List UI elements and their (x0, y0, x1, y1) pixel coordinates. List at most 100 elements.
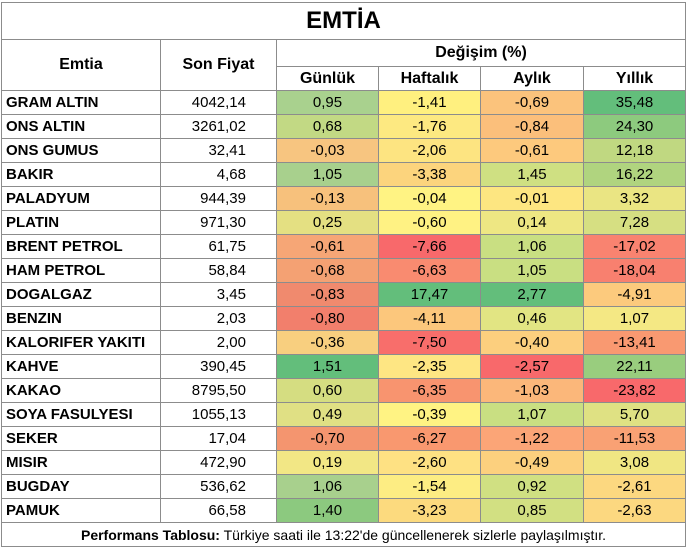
change-aylik: 0,85 (480, 498, 584, 523)
last-price: 472,90 (160, 450, 277, 475)
commodity-name: KALORIFER YAKITI (1, 330, 161, 355)
last-price: 58,84 (160, 258, 277, 283)
change-gunluk: -0,36 (276, 330, 379, 355)
change-aylik: 0,46 (480, 306, 584, 331)
change-yillik: 3,32 (582, 186, 687, 211)
change-aylik: -0,61 (480, 138, 584, 163)
commodity-name: PLATIN (1, 210, 161, 235)
change-yillik: -4,91 (582, 282, 687, 307)
change-haftalik: -0,60 (378, 210, 481, 235)
last-price: 17,04 (160, 426, 277, 451)
change-gunluk: 0,95 (276, 90, 379, 115)
change-haftalik: -4,11 (378, 306, 481, 331)
commodity-name: BAKIR (1, 162, 161, 187)
change-yillik: -23,82 (582, 378, 687, 403)
change-yillik: -2,63 (582, 498, 687, 523)
change-haftalik: -2,60 (378, 450, 481, 475)
table-row: DOGALGAZ 3,45 -0,83 17,47 2,77 -4,91 (1, 282, 687, 307)
last-price: 4042,14 (160, 90, 277, 115)
change-haftalik: -3,23 (378, 498, 481, 523)
commodity-name: ONS ALTIN (1, 114, 161, 139)
change-aylik: -2,57 (480, 354, 584, 379)
table-row: PLATIN 971,30 0,25 -0,60 0,14 7,28 (1, 210, 687, 235)
last-price: 536,62 (160, 474, 277, 499)
change-gunluk: -0,68 (276, 258, 379, 283)
change-gunluk: -0,03 (276, 138, 379, 163)
change-yillik: 16,22 (582, 162, 687, 187)
commodity-name: MISIR (1, 450, 161, 475)
change-yillik: -17,02 (582, 234, 687, 259)
change-haftalik: -6,27 (378, 426, 481, 451)
change-haftalik: -2,35 (378, 354, 481, 379)
commodity-name: ONS GUMUS (1, 138, 161, 163)
last-price: 66,58 (160, 498, 277, 523)
header-aylik: Aylık (480, 66, 584, 91)
table-body: GRAM ALTIN 4042,14 0,95 -1,41 -0,69 35,48 ONS … (1, 90, 687, 523)
change-aylik: -0,40 (480, 330, 584, 355)
table-row: PALADYUM 944,39 -0,13 -0,04 -0,01 3,32 (1, 186, 687, 211)
change-gunluk: 0,19 (276, 450, 379, 475)
change-yillik: -18,04 (582, 258, 687, 283)
change-yillik: 35,48 (582, 90, 687, 115)
change-haftalik: -1,41 (378, 90, 481, 115)
change-aylik: 1,05 (480, 258, 584, 283)
commodity-name: SOYA FASULYESI (1, 402, 161, 427)
commodity-name: KAHVE (1, 354, 161, 379)
change-yillik: -13,41 (582, 330, 687, 355)
change-gunluk: -0,61 (276, 234, 379, 259)
change-haftalik: -7,66 (378, 234, 481, 259)
change-haftalik: -0,39 (378, 402, 481, 427)
change-aylik: 0,14 (480, 210, 584, 235)
change-yillik: 7,28 (582, 210, 687, 235)
change-aylik: -1,22 (480, 426, 584, 451)
change-gunluk: 0,49 (276, 402, 379, 427)
change-gunluk: 0,25 (276, 210, 379, 235)
table-row: ONS ALTIN 3261,02 0,68 -1,76 -0,84 24,30 (1, 114, 687, 139)
change-gunluk: 1,05 (276, 162, 379, 187)
table-row: GRAM ALTIN 4042,14 0,95 -1,41 -0,69 35,48 (1, 90, 687, 115)
change-aylik: -0,01 (480, 186, 584, 211)
last-price: 61,75 (160, 234, 277, 259)
change-aylik: 1,06 (480, 234, 584, 259)
change-yillik: 22,11 (582, 354, 687, 379)
table-footer: Performans Tablosu: Türkiye saati ile 13… (0, 522, 687, 547)
change-haftalik: -3,38 (378, 162, 481, 187)
change-yillik: -2,61 (582, 474, 687, 499)
change-haftalik: -6,35 (378, 378, 481, 403)
commodity-name: PALADYUM (1, 186, 161, 211)
change-haftalik: 17,47 (378, 282, 481, 307)
change-haftalik: -2,06 (378, 138, 481, 163)
change-aylik: -1,03 (480, 378, 584, 403)
table-row: KAHVE 390,45 1,51 -2,35 -2,57 22,11 (1, 354, 687, 379)
table-row: BUGDAY 536,62 1,06 -1,54 0,92 -2,61 (1, 474, 687, 499)
change-haftalik: -1,54 (378, 474, 481, 499)
table-row: PAMUK 66,58 1,40 -3,23 0,85 -2,63 (1, 498, 687, 523)
change-aylik: -0,69 (480, 90, 584, 115)
table-row: SOYA FASULYESI 1055,13 0,49 -0,39 1,07 5,70 (1, 402, 687, 427)
header-yillik: Yıllık (582, 66, 687, 91)
footer-text: Türkiye saati ile 13:22'de güncellenerek… (219, 526, 607, 543)
change-gunluk: -0,83 (276, 282, 379, 307)
change-aylik: -0,49 (480, 450, 584, 475)
change-aylik: -0,84 (480, 114, 584, 139)
last-price: 1055,13 (160, 402, 277, 427)
commodity-name: HAM PETROL (1, 258, 161, 283)
change-haftalik: -7,50 (378, 330, 481, 355)
table-title: EMTİA (0, 2, 687, 40)
header-son-fiyat: Son Fiyat (160, 39, 277, 91)
last-price: 2,00 (160, 330, 277, 355)
change-aylik: 0,92 (480, 474, 584, 499)
commodity-name: KAKAO (1, 378, 161, 403)
commodity-name: DOGALGAZ (1, 282, 161, 307)
change-haftalik: -0,04 (378, 186, 481, 211)
commodity-name: BRENT PETROL (1, 234, 161, 259)
change-yillik: -11,53 (582, 426, 687, 451)
last-price: 390,45 (160, 354, 277, 379)
table-row: SEKER 17,04 -0,70 -6,27 -1,22 -11,53 (1, 426, 687, 451)
table-row: BENZIN 2,03 -0,80 -4,11 0,46 1,07 (1, 306, 687, 331)
table-row: HAM PETROL 58,84 -0,68 -6,63 1,05 -18,04 (1, 258, 687, 283)
last-price: 971,30 (160, 210, 277, 235)
commodity-name: GRAM ALTIN (1, 90, 161, 115)
